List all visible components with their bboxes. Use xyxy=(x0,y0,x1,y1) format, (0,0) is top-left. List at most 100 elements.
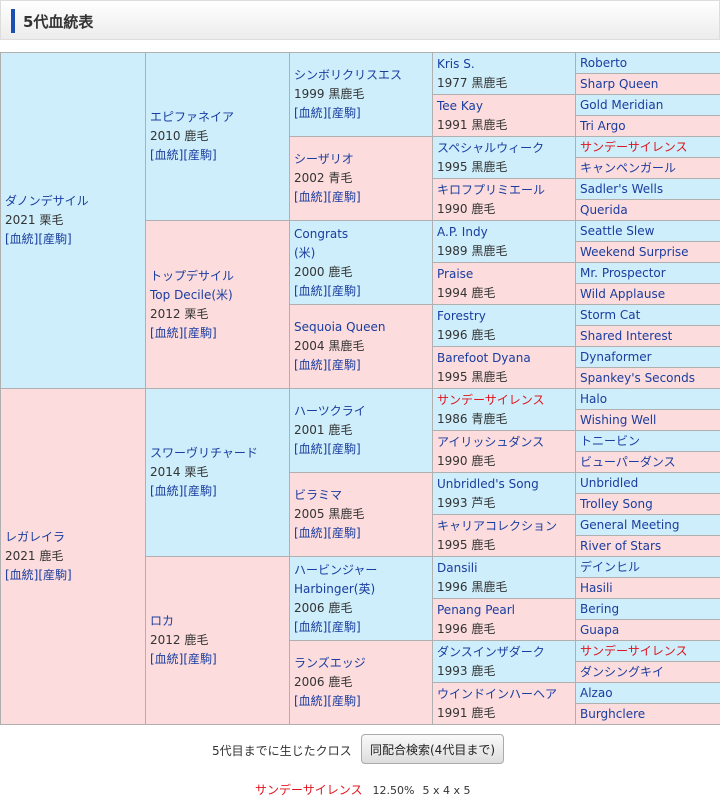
horse-name[interactable]: スワーヴリチャード xyxy=(150,446,258,460)
horse-name[interactable]: サンデーサイレンス xyxy=(580,644,688,658)
horse-name[interactable]: Harbinger(英) xyxy=(294,581,376,596)
horse-name[interactable]: Bering xyxy=(580,602,620,616)
horse-name[interactable]: Sadler's Wells xyxy=(580,182,664,196)
link[interactable]: [産駒] xyxy=(327,283,361,298)
horse-name[interactable]: Unbridled's Song xyxy=(437,476,539,491)
horse-name[interactable]: スペシャルウィーク xyxy=(437,140,545,155)
horse-name[interactable]: ハーツクライ xyxy=(294,404,366,418)
horse-name[interactable]: Unbridled xyxy=(580,476,639,490)
horse-name[interactable]: Top Decile(米) xyxy=(150,287,233,302)
horse-name[interactable]: デインヒル xyxy=(580,560,641,574)
link[interactable]: [血統] xyxy=(294,526,328,540)
horse-name[interactable]: Sharp Queen xyxy=(580,77,659,91)
horse-name[interactable]: サンデーサイレンス xyxy=(580,140,688,154)
horse-name[interactable]: Weekend Surprise xyxy=(580,245,689,259)
horse-name[interactable]: Guapa xyxy=(580,623,620,637)
horse-info: 2005 黒鹿毛 xyxy=(294,507,365,521)
horse-name[interactable]: トップデサイル xyxy=(150,268,235,283)
horse-name[interactable]: Forestry xyxy=(437,308,486,323)
link[interactable]: [血統] xyxy=(150,325,184,340)
link[interactable]: [血統] xyxy=(150,652,184,666)
horse-name[interactable]: ビューパーダンス xyxy=(580,455,676,469)
horse-name[interactable]: Hasili xyxy=(580,581,613,595)
link[interactable]: [血統] xyxy=(294,190,328,204)
horse-name[interactable]: シンボリクリスエス xyxy=(294,68,403,82)
horse-cell: アイリッシュダンス 1990 鹿毛 xyxy=(432,430,576,473)
horse-name[interactable]: Shared Interest xyxy=(580,329,673,343)
horse-name[interactable]: ハービンジャー xyxy=(294,562,378,577)
link[interactable]: [血統] xyxy=(294,106,328,120)
horse-links: [血統][産駒] xyxy=(150,146,289,165)
horse-name[interactable]: ウインドインハーヘア xyxy=(437,686,558,701)
horse-name[interactable]: Gold Meridian xyxy=(580,98,664,112)
link[interactable]: [産駒] xyxy=(38,568,72,582)
horse-name[interactable]: Congrats xyxy=(294,226,349,241)
link[interactable]: [産駒] xyxy=(327,526,361,540)
link[interactable]: [血統] xyxy=(5,568,39,582)
horse-name[interactable]: キャリアコレクション xyxy=(437,518,558,533)
horse-cell: ランズエッジ 2006 鹿毛 [血統][産駒] xyxy=(289,640,433,725)
horse-name[interactable]: Halo xyxy=(580,392,608,406)
cross-name[interactable]: サンデーサイレンス xyxy=(255,783,363,797)
link[interactable]: [血統] xyxy=(5,232,39,246)
horse-name[interactable]: Wishing Well xyxy=(580,413,657,427)
horse-name[interactable]: Kris S. xyxy=(437,56,475,71)
horse-name[interactable]: ロカ xyxy=(150,614,175,628)
horse-name[interactable]: Tri Argo xyxy=(580,119,626,133)
horse-name[interactable]: Barefoot Dyana xyxy=(437,350,531,365)
link[interactable]: [血統] xyxy=(294,358,328,372)
horse-cell: Penang Pearl 1996 鹿毛 xyxy=(432,598,576,641)
horse-name[interactable]: エピファネイア xyxy=(150,110,235,124)
horse-name[interactable]: Burghclere xyxy=(580,707,646,721)
horse-name[interactable]: (米) xyxy=(294,245,316,260)
link[interactable]: [血統] xyxy=(150,484,184,498)
horse-name[interactable]: Roberto xyxy=(580,56,628,70)
horse-name[interactable]: ランズエッジ xyxy=(294,656,366,670)
horse-name[interactable]: Dansili xyxy=(437,560,478,575)
link[interactable]: [血統] xyxy=(150,148,184,162)
horse-name[interactable]: ダンシングキイ xyxy=(580,665,665,679)
horse-name[interactable]: Mr. Prospector xyxy=(580,266,666,280)
horse-name[interactable]: Sequoia Queen xyxy=(294,320,386,334)
horse-name[interactable]: トニービン xyxy=(580,434,641,448)
horse-name[interactable]: General Meeting xyxy=(580,518,680,532)
horse-name[interactable]: Seattle Slew xyxy=(580,224,655,238)
link[interactable]: [産駒] xyxy=(327,694,361,708)
link[interactable]: [血統] xyxy=(294,694,328,708)
horse-name[interactable]: Trolley Song xyxy=(580,497,653,511)
horse-name[interactable]: Spankey's Seconds xyxy=(580,371,695,385)
link[interactable]: [産駒] xyxy=(327,442,361,456)
link[interactable]: [産駒] xyxy=(183,484,217,498)
link[interactable]: [産駒] xyxy=(327,106,361,120)
horse-name[interactable]: キャンペンガール xyxy=(580,161,677,175)
horse-name[interactable]: レガレイラ xyxy=(5,530,66,544)
horse-name[interactable]: Querida xyxy=(580,203,628,217)
link[interactable]: [産駒] xyxy=(327,358,361,372)
link[interactable]: [血統] xyxy=(294,442,328,456)
horse-name[interactable]: アイリッシュダンス xyxy=(437,434,545,449)
horse-name[interactable]: Penang Pearl xyxy=(437,602,515,617)
horse-name[interactable]: Tee Kay xyxy=(437,98,483,113)
horse-name[interactable]: ダノンデサイル xyxy=(5,194,89,208)
link[interactable]: [産駒] xyxy=(327,190,361,204)
link[interactable]: [産駒] xyxy=(183,148,217,162)
horse-name[interactable]: Praise xyxy=(437,266,474,281)
link[interactable]: [血統] xyxy=(294,283,328,298)
horse-name[interactable]: River of Stars xyxy=(580,539,662,553)
horse-name[interactable]: キロフプリミエール xyxy=(437,182,546,197)
link[interactable]: [産駒] xyxy=(38,232,72,246)
horse-name[interactable]: Alzao xyxy=(580,686,613,700)
link[interactable]: [産駒] xyxy=(327,619,361,634)
search-button[interactable]: 同配合検索(4代目まで) xyxy=(361,734,504,764)
link[interactable]: [産駒] xyxy=(183,325,217,340)
horse-name[interactable]: Dynaformer xyxy=(580,350,652,364)
horse-name[interactable]: Storm Cat xyxy=(580,308,641,322)
horse-name[interactable]: ビラミマ xyxy=(294,488,343,502)
link[interactable]: [血統] xyxy=(294,619,328,634)
horse-name[interactable]: サンデーサイレンス xyxy=(437,392,545,407)
link[interactable]: [産駒] xyxy=(183,652,217,666)
horse-name[interactable]: Wild Applause xyxy=(580,287,666,301)
horse-name[interactable]: A.P. Indy xyxy=(437,224,488,239)
horse-name[interactable]: ダンスインザダーク xyxy=(437,644,545,659)
horse-name[interactable]: シーザリオ xyxy=(294,152,354,166)
